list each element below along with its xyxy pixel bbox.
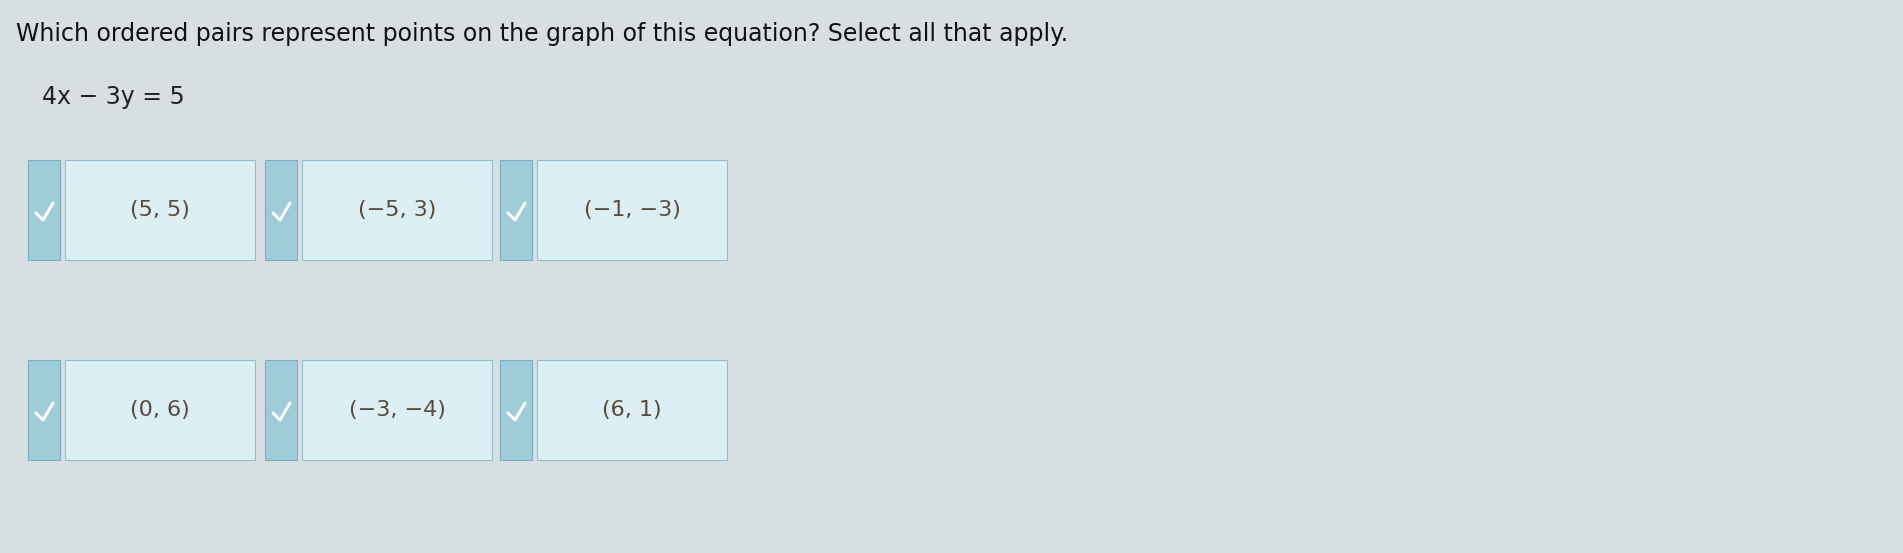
Text: (0, 6): (0, 6) xyxy=(129,400,190,420)
FancyBboxPatch shape xyxy=(265,360,297,460)
FancyBboxPatch shape xyxy=(65,360,255,460)
FancyBboxPatch shape xyxy=(500,160,533,260)
Text: Which ordered pairs represent points on the graph of this equation? Select all t: Which ordered pairs represent points on … xyxy=(15,22,1068,46)
Text: (−3, −4): (−3, −4) xyxy=(348,400,445,420)
Text: 4x − 3y = 5: 4x − 3y = 5 xyxy=(42,85,185,109)
FancyBboxPatch shape xyxy=(303,160,493,260)
Text: (−5, 3): (−5, 3) xyxy=(358,200,436,220)
Text: (−1, −3): (−1, −3) xyxy=(584,200,681,220)
Text: (5, 5): (5, 5) xyxy=(129,200,190,220)
FancyBboxPatch shape xyxy=(29,360,61,460)
FancyBboxPatch shape xyxy=(65,160,255,260)
Text: (6, 1): (6, 1) xyxy=(601,400,662,420)
FancyBboxPatch shape xyxy=(303,360,493,460)
FancyBboxPatch shape xyxy=(537,160,727,260)
FancyBboxPatch shape xyxy=(537,360,727,460)
FancyBboxPatch shape xyxy=(500,360,533,460)
FancyBboxPatch shape xyxy=(29,160,61,260)
FancyBboxPatch shape xyxy=(265,160,297,260)
